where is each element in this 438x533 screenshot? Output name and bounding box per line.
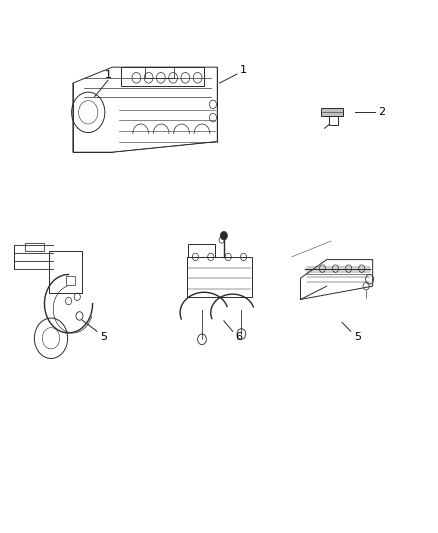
Text: 5: 5 [353,332,360,342]
Circle shape [220,231,227,240]
Text: 6: 6 [235,332,242,342]
Text: 1: 1 [240,65,247,75]
Text: 5: 5 [100,332,107,342]
Bar [66,276,75,285]
Text: 1: 1 [104,70,111,80]
Polygon shape [320,108,342,116]
Text: 2: 2 [377,107,384,117]
